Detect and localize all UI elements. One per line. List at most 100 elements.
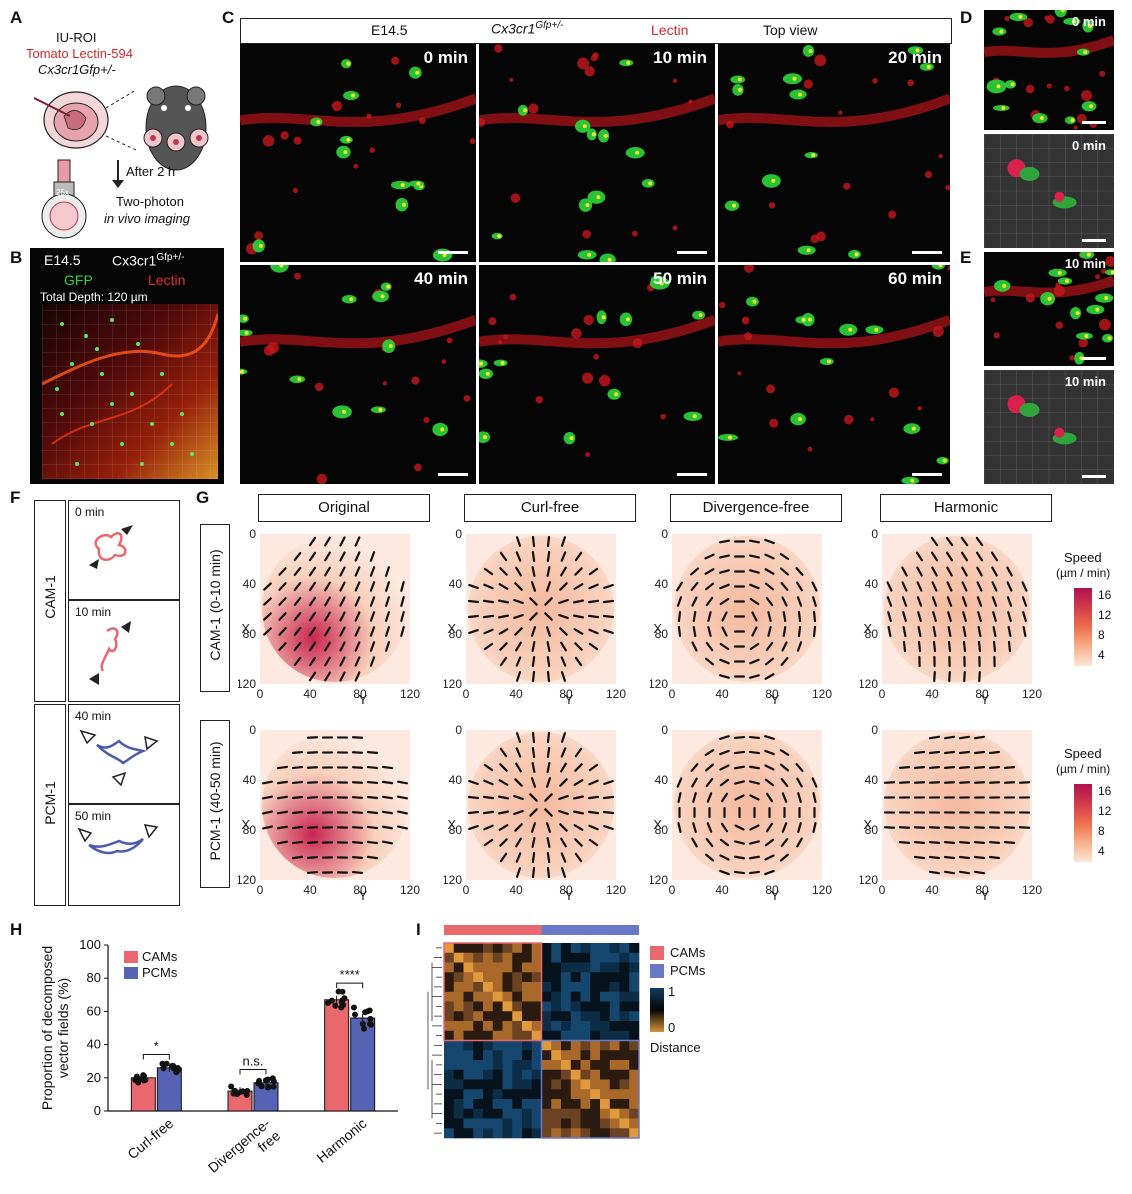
vector-arrow <box>306 811 319 814</box>
vector-arrow <box>482 614 495 619</box>
vector-arrow <box>513 613 524 620</box>
heatmap-cell <box>512 1040 523 1051</box>
vector-arrow <box>677 625 682 638</box>
vector-arrow <box>483 763 494 772</box>
x-tick-label: 40 <box>243 773 257 787</box>
vector-arrow <box>988 855 1001 860</box>
heatmap-cell <box>502 1021 513 1032</box>
heatmap-cell <box>492 982 503 993</box>
vector-arrow <box>544 808 553 817</box>
x-tick-label: 120 <box>860 677 878 691</box>
heatmap-cell <box>492 1118 503 1129</box>
heatmap-cell <box>473 1079 484 1090</box>
vector-arrow <box>677 792 682 803</box>
heatmap-cell <box>561 1079 572 1090</box>
heatmap-cell <box>483 1011 494 1022</box>
heatmap-cell <box>600 1069 611 1080</box>
vector-arrow <box>339 536 346 547</box>
vector-arrow <box>369 656 376 667</box>
vector-arrow <box>603 583 614 590</box>
vector-arrow <box>291 750 304 755</box>
objective-label: 25x <box>56 188 69 197</box>
heatmap-cell <box>609 1001 620 1012</box>
vector-arrow <box>931 596 938 607</box>
vector-arrow <box>948 670 951 683</box>
vector-arrow <box>692 822 697 833</box>
heatmap-cell <box>463 1060 474 1071</box>
y-axis-title: Y <box>359 692 368 707</box>
vector-arrow <box>1006 596 1013 607</box>
panel-e-render-bottom: 10 min <box>984 370 1114 484</box>
heatmap-cell <box>512 1118 523 1129</box>
vector-arrow <box>369 611 376 622</box>
y-tick-label: 120 <box>400 687 420 701</box>
heatmap-cell <box>609 1089 620 1100</box>
vector-arrow <box>719 674 730 679</box>
vector-arrow <box>499 763 508 772</box>
vector-arrow <box>719 597 730 606</box>
y-axis-title: Y <box>565 888 574 903</box>
y-tick-label: 0 <box>879 687 886 701</box>
vector-arrow <box>261 795 274 800</box>
vector-arrow <box>276 810 289 815</box>
heatmap-cell <box>473 972 484 983</box>
y-tick-label: 0 <box>257 883 264 897</box>
heatmap-cell <box>502 1060 513 1071</box>
y-tick-label: 20 <box>87 1070 101 1085</box>
vector-arrow <box>515 867 522 878</box>
heatmap-cell <box>531 952 542 963</box>
heatmap-cell <box>512 1001 523 1012</box>
vector-arrow <box>324 671 331 682</box>
vector-arrow <box>692 792 697 803</box>
vector-arrow <box>898 841 911 844</box>
x-tick-label: 80 <box>243 627 257 641</box>
panel-a: IU-ROI Tomato Lectin-594 Cx3cr1Gfp+/- 25… <box>26 28 216 243</box>
heatmap-cell <box>502 1069 513 1080</box>
heatmap-cell <box>570 1011 581 1022</box>
heatmap-cell <box>580 1060 591 1071</box>
y-axis-title: Y <box>981 692 990 707</box>
vector-arrow <box>916 596 923 607</box>
heatmap-cell <box>453 1050 464 1061</box>
vector-arrow <box>749 824 760 831</box>
y-tick-label: 40 <box>509 883 523 897</box>
data-point <box>350 1004 357 1011</box>
heatmap-cell <box>609 1128 620 1139</box>
speed-colorbar <box>1074 588 1092 666</box>
vector-arrow <box>529 612 538 621</box>
heatmap-cell <box>541 1011 552 1022</box>
x-tick-label: 40 <box>655 577 669 591</box>
heatmap-cell <box>492 1069 503 1080</box>
vector-arrow <box>499 642 508 651</box>
heatmap-cell <box>453 1099 464 1110</box>
vector-arrow <box>366 795 379 800</box>
heatmap-cell <box>629 1118 640 1129</box>
data-point <box>159 1060 166 1067</box>
vector-arrow <box>339 566 346 577</box>
panel-e-render-top: 10 min <box>984 252 1114 366</box>
vector-arrow <box>291 825 304 830</box>
vector-arrow <box>560 867 567 878</box>
data-point <box>270 1083 277 1090</box>
vector-arrow <box>749 569 760 574</box>
heatmap-cell <box>444 1079 455 1090</box>
vector-arrow <box>514 627 523 636</box>
heatmap-cell <box>541 1079 552 1090</box>
heatmap-cell <box>629 1060 640 1071</box>
heatmap-cell <box>580 1089 591 1100</box>
heatmap-cell <box>444 991 455 1002</box>
heatmap-cell <box>609 1060 620 1071</box>
vector-arrow <box>396 810 409 815</box>
vector-arrow <box>973 735 986 740</box>
vector-arrow <box>780 837 789 848</box>
vector-arrow <box>975 536 984 547</box>
heatmap-cell <box>561 991 572 1002</box>
heatmap-cell <box>580 1069 591 1080</box>
heatmap-cell <box>551 991 562 1002</box>
heatmap-cell <box>619 1001 630 1012</box>
vector-arrow <box>366 810 379 815</box>
heatmap-cell <box>502 1040 513 1051</box>
heatmap-cell <box>541 1060 552 1071</box>
data-point <box>231 1087 238 1094</box>
heatmap-cell <box>463 1001 474 1012</box>
